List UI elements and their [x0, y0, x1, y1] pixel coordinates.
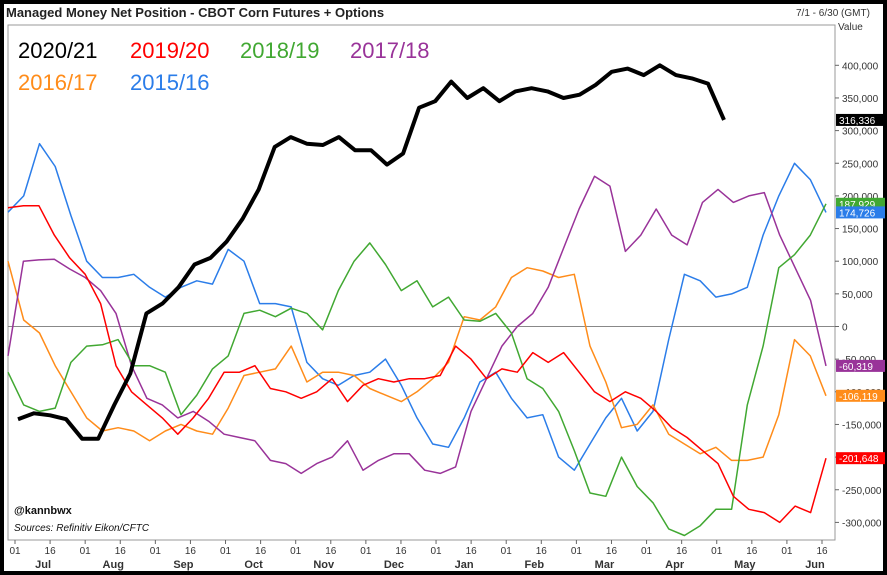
end-label-text: -60,319: [839, 362, 873, 373]
month-label: Jun: [805, 559, 825, 571]
series-line-2017-18: [7, 175, 827, 475]
x-tick-label: 01: [641, 546, 653, 557]
end-label-2016-17: -106,119: [836, 389, 885, 403]
sources-label: Sources: Refinitiv Eikon/CFTC: [14, 523, 150, 534]
x-tick-label: 16: [816, 546, 828, 557]
legend-entry-2019-20: 2019/20: [130, 38, 210, 63]
x-tick-label: 16: [325, 546, 337, 557]
month-label: May: [734, 559, 756, 571]
y-tick-label: 50,000: [842, 290, 873, 301]
month-label: Apr: [665, 559, 685, 571]
y-tick-label: 0: [842, 323, 848, 334]
month-label: Sep: [173, 559, 193, 571]
series-line-2015-16: [7, 142, 827, 471]
y-tick-label: 400,000: [842, 61, 879, 72]
x-tick-label: 01: [9, 546, 21, 557]
end-label-2020-21: 316,336: [836, 113, 885, 127]
y-tick-label: -150,000: [842, 420, 882, 431]
end-label-text: 316,336: [839, 116, 876, 127]
month-label: Aug: [103, 559, 124, 571]
month-label: Feb: [525, 559, 545, 571]
end-label-2019-20: -201,648: [836, 452, 885, 465]
end-label-2017-18: -60,319: [836, 359, 885, 373]
x-tick-label: 01: [501, 546, 513, 557]
end-label-2015-16: 174,726: [836, 206, 885, 219]
x-tick-label: 01: [781, 546, 793, 557]
end-label-text: 187,929: [839, 200, 876, 211]
series-line-2018-19: [7, 203, 827, 537]
x-tick-label: 01: [80, 546, 92, 557]
y-tick-label: 200,000: [842, 192, 879, 203]
date-range-label: 7/1 - 6/30 (GMT): [796, 8, 870, 19]
x-tick-label: 01: [360, 546, 372, 557]
x-tick-label: 01: [220, 546, 232, 557]
legend-entry-2016-17: 2016/17: [18, 70, 98, 95]
month-label: Jul: [35, 559, 51, 571]
y-tick-label: 150,000: [842, 225, 879, 236]
y-tick-label: 250,000: [842, 159, 879, 170]
series-line-2020-21: [17, 63, 726, 441]
x-tick-label: 01: [290, 546, 302, 557]
series-line-2016-17: [7, 261, 827, 462]
month-label: Nov: [313, 559, 335, 571]
x-tick-label: 16: [255, 546, 267, 557]
x-tick-label: 16: [45, 546, 57, 557]
x-tick-label: 16: [115, 546, 127, 557]
y-tick-label: 100,000: [842, 257, 879, 268]
legend-entry-2018-19: 2018/19: [240, 38, 320, 63]
handle-label: @kannbwx: [14, 505, 73, 517]
x-tick-label: 01: [150, 546, 162, 557]
x-tick-label: 16: [746, 546, 758, 557]
month-label: Oct: [244, 559, 263, 571]
plot-area: [7, 24, 836, 541]
x-tick-label: 01: [430, 546, 442, 557]
y-tick-label: -300,000: [842, 518, 882, 529]
chart-title: Managed Money Net Position - CBOT Corn F…: [6, 5, 385, 20]
month-label: Mar: [595, 559, 615, 571]
month-label: Jan: [455, 559, 474, 571]
legend-entry-2015-16: 2015/16: [130, 70, 210, 95]
y-tick-label: -250,000: [842, 486, 882, 497]
end-label-text: 174,726: [839, 208, 876, 219]
x-tick-label: 01: [711, 546, 723, 557]
x-tick-label: 16: [395, 546, 407, 557]
x-tick-label: 01: [571, 546, 583, 557]
legend-entry-2020-21: 2020/21: [18, 38, 98, 63]
y-tick-label: 300,000: [842, 127, 879, 138]
y-tick-label: 350,000: [842, 94, 879, 105]
series-line-2019-20: [7, 204, 827, 524]
value-axis-label: Value: [838, 22, 863, 33]
x-tick-label: 16: [185, 546, 197, 557]
x-tick-label: 16: [536, 546, 548, 557]
legend-entry-2017-18: 2017/18: [350, 38, 430, 63]
x-tick-label: 16: [466, 546, 478, 557]
x-tick-label: 16: [606, 546, 618, 557]
x-tick-label: 16: [676, 546, 688, 557]
end-label-text: -201,648: [839, 454, 879, 465]
end-label-text: -106,119: [839, 392, 878, 403]
month-label: Dec: [384, 559, 404, 571]
